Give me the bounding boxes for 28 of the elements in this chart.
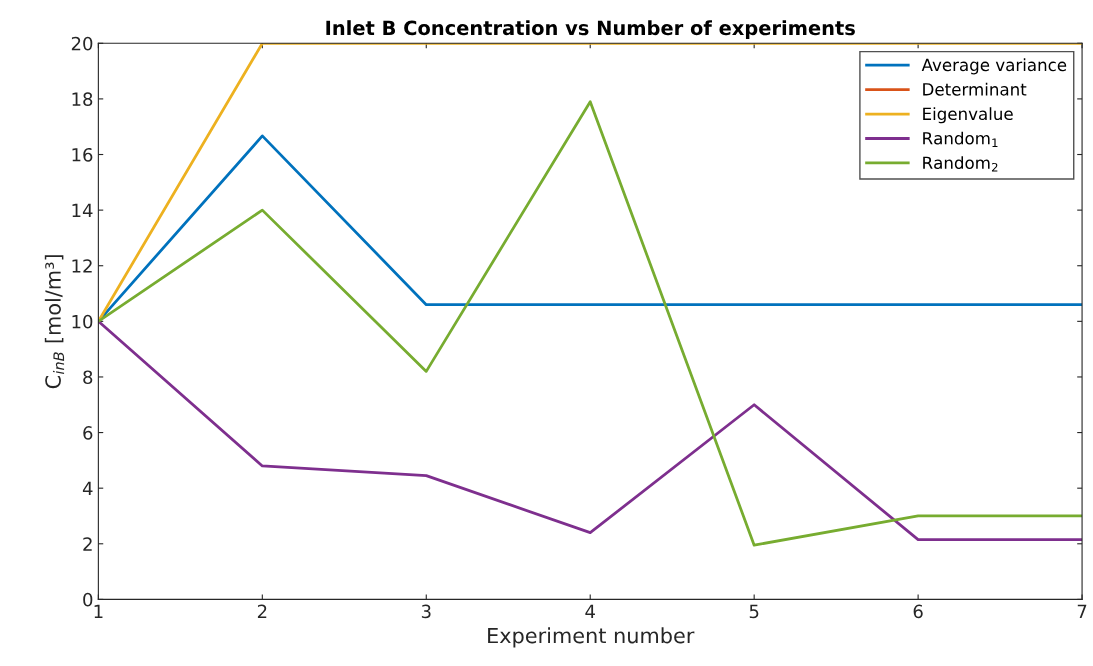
y-tick-label: 16 [72,147,93,162]
y-tick-label: 20 [71,36,93,51]
y-tick-label: 18 [72,92,93,107]
x-tick-label: 2 [257,604,267,618]
legend-label: Average variance [921,58,1067,75]
x-tick-label: 4 [585,604,595,618]
legend-label: Eigenvalue [923,107,1013,124]
line-series [98,100,1083,547]
x-axis-title: Experiment number [488,627,695,648]
x-tick-label: 7 [1077,604,1087,618]
y-tick-label: 4 [82,481,93,496]
y-tick-label: 0 [83,592,93,607]
x-tick-label: 6 [913,604,923,619]
y-tick-label: 6 [83,426,93,440]
y-tick-label: 12 [72,259,92,273]
legend-label: Random$_{2}$ [923,156,998,172]
x-tick-label: 1 [94,604,103,618]
y-tick-label: 2 [83,537,92,551]
x-tick-label: 5 [749,604,759,619]
y-tick-label: 14 [72,203,93,217]
x-tick-label: 3 [421,604,431,619]
legend-label: Random$_{1}$ [923,131,998,148]
legend-label: Determinant [923,82,1027,96]
y-tick-label: 10 [72,314,93,329]
line-series [98,319,1083,542]
y-axis-title: C$_{inB}$ [mol/m³] [44,255,65,389]
y-tick-label: 8 [83,370,93,385]
chart-title: Inlet B Concentration vs Number of experiments [326,20,855,39]
